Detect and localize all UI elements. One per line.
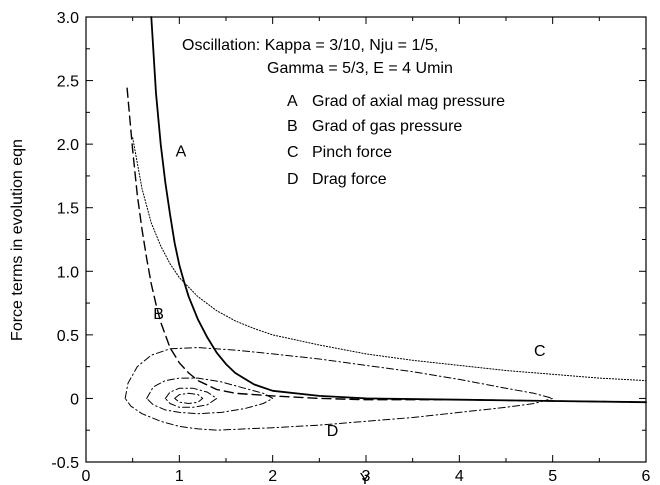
series-c (132, 137, 647, 382)
x-tick-label: 2 (268, 468, 277, 485)
x-tick-label: 1 (175, 468, 184, 485)
axis-ticks (85, 16, 647, 463)
plot-frame (85, 16, 647, 463)
y-tick-label: 2.5 (57, 74, 79, 91)
legend-text-b: Grad of gas pressure (312, 118, 462, 135)
annotation-line-1: Oscillation: Kappa = 3/10, Nju = 1/5, (182, 37, 438, 54)
curve-label-c: C (534, 343, 546, 360)
x-tick-label: 4 (455, 468, 464, 485)
y-tick-label: 3.0 (57, 10, 79, 27)
y-tick-label: -0.5 (51, 455, 79, 472)
x-tick-label: 0 (82, 468, 91, 485)
legend-text-a: Grad of axial mag pressure (312, 93, 505, 110)
x-tick-label: 5 (548, 468, 557, 485)
series-a-line (150, 16, 647, 404)
series-c-line (132, 137, 647, 382)
legend: A Grad of axial mag pressure B Grad of g… (287, 93, 505, 188)
curve-label-a: A (176, 144, 187, 161)
curves (124, 16, 647, 431)
x-tick-label: 3 (362, 468, 371, 485)
x-tick-label: 6 (642, 468, 651, 485)
legend-key-c: C (287, 144, 299, 161)
y-tick-label: 2.0 (57, 137, 79, 154)
series-d-loop (124, 347, 554, 431)
curve-label-b: B (153, 306, 164, 323)
series-d-loop (174, 392, 204, 404)
legend-key-b: B (287, 118, 298, 135)
y-tick-label: 1.5 (57, 201, 79, 218)
y-axis-title: Force terms in evolution eqn (9, 139, 26, 341)
series-d (124, 347, 554, 431)
annotation-line-2: Gamma = 5/3, E = 4 Umin (267, 60, 453, 77)
x-axis-title: Y (360, 471, 371, 485)
legend-key-d: D (287, 171, 299, 188)
series-b (126, 87, 647, 403)
legend-text-d: Drag force (312, 171, 387, 188)
y-tick-label: 1.0 (57, 264, 79, 281)
tick-labels: 0 1 2 3 4 5 6-0.500.51.01.52.02.53.0 (51, 10, 650, 485)
y-tick-label: 0.5 (57, 328, 79, 345)
legend-text-c: Pinch force (312, 144, 392, 161)
legend-key-a: A (287, 93, 298, 110)
series-d-loop (146, 377, 274, 415)
plot-border (85, 16, 647, 463)
y-tick-label: 0 (70, 391, 79, 408)
series-b-line (126, 87, 647, 403)
series-d-loop (164, 387, 218, 408)
series-a (150, 16, 647, 404)
curve-label-d: D (327, 423, 339, 440)
